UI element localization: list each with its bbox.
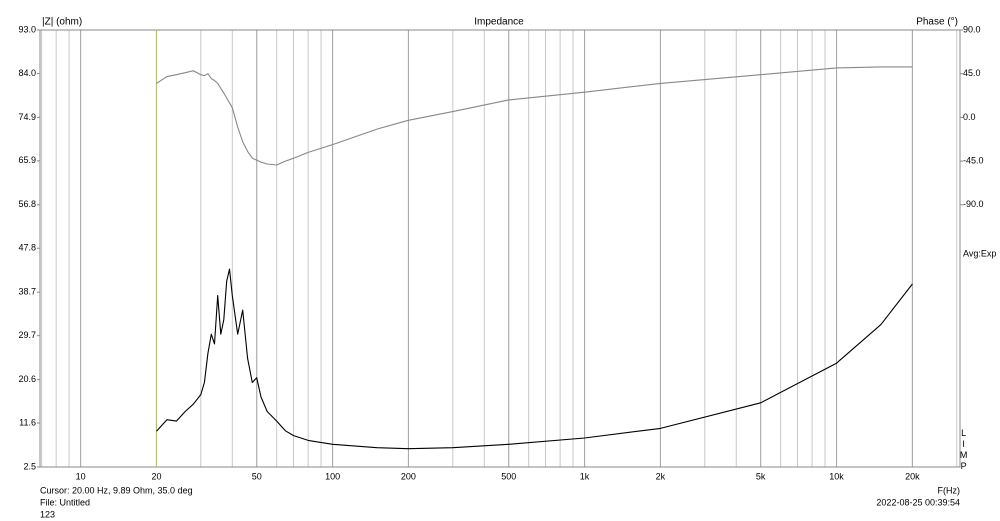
y-tick-label: 93.0 <box>18 24 36 34</box>
x-tick-label: 500 <box>501 471 516 481</box>
x-tick-label: 5k <box>756 471 766 481</box>
file-text: File: Untitled <box>40 497 90 507</box>
y-tick-label: 56.8 <box>18 199 36 209</box>
y2-tick-label: 0.0 <box>963 112 976 122</box>
x-tick-label: 10k <box>829 471 844 481</box>
file-id: 123 <box>40 509 55 519</box>
x-tick-label: 20k <box>905 471 920 481</box>
cursor-text: Cursor: 20.00 Hz, 9.89 Ohm, 35.0 deg <box>40 485 193 495</box>
y2-axis-label: Phase (°) <box>916 17 958 28</box>
series-line <box>156 268 913 450</box>
y2-tick-label: -45.0 <box>963 155 984 165</box>
x-tick-label: 100 <box>325 471 340 481</box>
x-tick-label: 50 <box>252 471 262 481</box>
side-tag: LIMP <box>959 428 969 472</box>
y2-tick-label: 90.0 <box>963 24 981 34</box>
y-tick-label: 47.8 <box>18 243 36 253</box>
y2-tick-label: 45.0 <box>963 68 981 78</box>
timestamp: 2022-08-25 00:39:54 <box>876 497 960 507</box>
x-tick-label: 20 <box>151 471 161 481</box>
x-tick-label: 200 <box>401 471 416 481</box>
y-tick-label: 84.0 <box>18 68 36 78</box>
y-tick-label: 38.7 <box>18 287 36 297</box>
plot-frame <box>39 29 961 468</box>
x-tick-label: 1k <box>580 471 590 481</box>
y-tick-label: 20.6 <box>18 374 36 384</box>
y-tick-label: 65.9 <box>18 155 36 165</box>
side-note: Avg:Exp <box>963 248 996 258</box>
y-tick-label: 29.7 <box>18 330 36 340</box>
y-axis-label: |Z| (ohm) <box>42 17 82 28</box>
x-axis-label: F(Hz) <box>938 485 961 495</box>
x-tick-label: 2k <box>656 471 666 481</box>
y-tick-label: 11.6 <box>19 417 36 427</box>
y-tick-label: 2.5 <box>23 461 36 471</box>
chart-title: Impedance <box>474 17 524 28</box>
x-tick-label: 10 <box>76 471 86 481</box>
y-tick-label: 74.9 <box>18 112 36 122</box>
series-line <box>156 66 913 166</box>
y2-tick-label: -90.0 <box>963 199 984 209</box>
